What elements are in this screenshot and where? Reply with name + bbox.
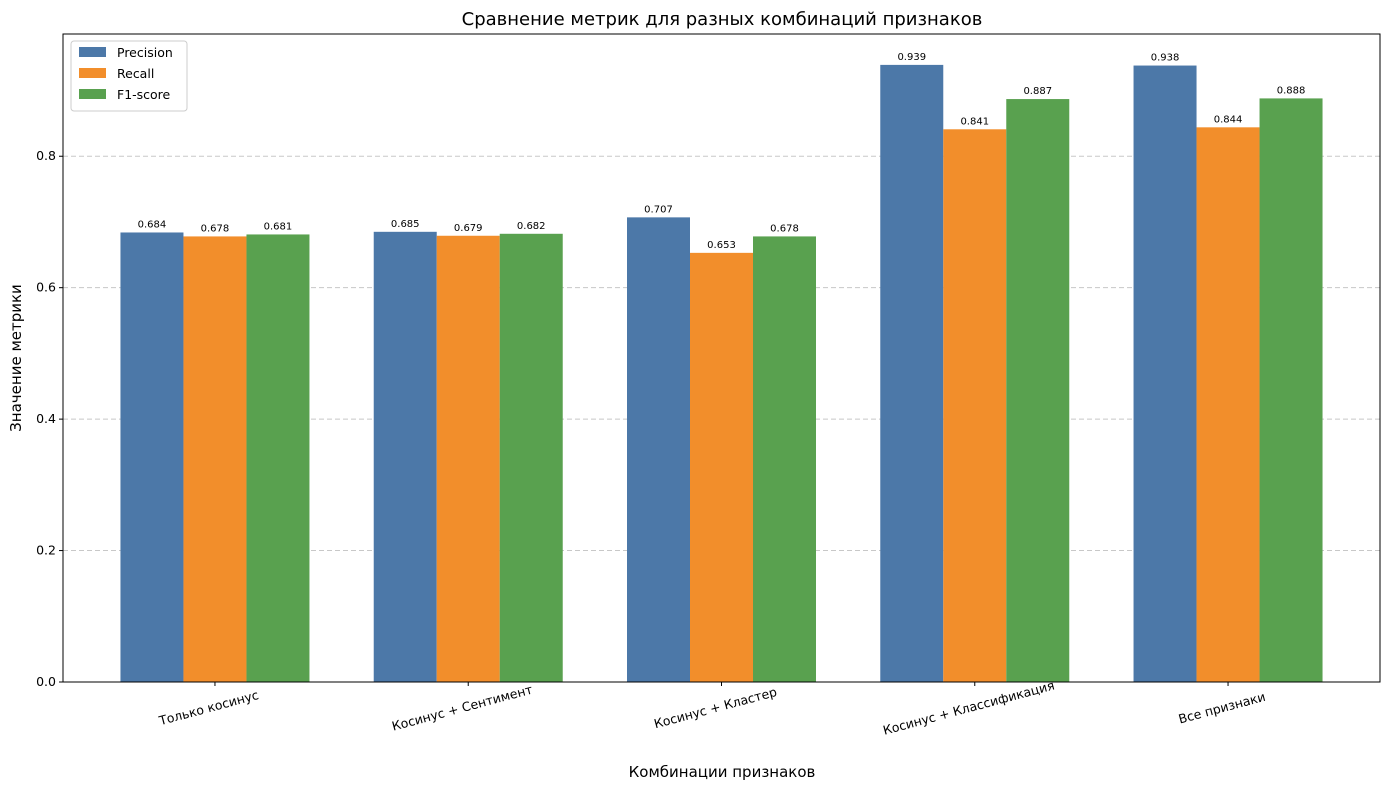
bar-precision [373,231,437,682]
bar-value-label: 0.841 [960,116,989,127]
y-tick-label: 0.2 [36,543,56,558]
bar-value-label: 0.887 [1023,86,1052,97]
bar-value-label: 0.844 [1214,114,1243,125]
bars [120,64,1323,683]
bar-precision [120,232,184,682]
legend-swatch [79,68,106,78]
bar-value-label: 0.938 [1151,53,1180,64]
bar-f1-score [246,234,310,683]
bar-precision [1133,65,1197,682]
x-tick-label: Косинус + Кластер [652,684,778,731]
bar-recall [943,129,1007,682]
bar-recall [690,252,753,682]
bar-value-label: 0.685 [391,219,420,230]
x-axis-ticks: Только косинус Косинус + Сентимент Косинус… [156,678,1267,738]
y-tick-label: 0.0 [36,674,56,689]
legend-swatch [79,47,106,57]
bar-f1-score [1006,99,1070,683]
chart-title: Сравнение метрик для разных комбинаций п… [462,9,983,30]
bar-recall [1196,127,1260,683]
bar-recall [183,236,247,682]
bar-value-label: 0.678 [770,223,799,234]
y-axis-ticks: 0.0 0.2 0.4 0.6 0.8 [36,148,63,689]
x-tick-label: Косинус + Классификация [881,678,1056,738]
bar-value-label: 0.681 [264,221,293,232]
bar-value-label: 0.888 [1277,85,1306,96]
x-tick-label: Косинус + Сентимент [390,682,534,734]
bar-f1-score [1259,98,1323,682]
legend-label: Precision [117,45,173,60]
x-axis-label: Комбинации признаков [629,763,816,781]
legend-swatch [79,89,106,99]
bar-value-label: 0.653 [707,240,736,251]
bar-value-label: 0.939 [897,52,926,63]
legend-label: Recall [117,66,154,81]
bar-f1-score [499,233,563,682]
bar-value-label: 0.679 [454,223,483,234]
bar-value-label: 0.707 [644,204,673,215]
bar-precision [880,64,944,683]
bar-recall [436,235,500,682]
data-labels: 0.684 0.678 0.681 0.685 0.679 0.682 0.707 0.653… [138,52,1306,251]
bar-value-label: 0.678 [201,223,230,234]
y-tick-label: 0.8 [36,148,56,163]
bar-value-label: 0.684 [138,219,167,230]
legend-label: F1-score [117,87,171,102]
y-tick-label: 0.6 [36,280,56,295]
x-tick-label: Все признаки [1177,689,1267,727]
bar-value-label: 0.682 [517,221,546,232]
bar-precision [627,217,690,683]
legend: Precision Recall F1-score [70,40,188,112]
y-axis-label: Значение метрики [7,284,25,432]
y-tick-label: 0.4 [36,411,56,426]
bar-f1-score [753,236,816,682]
x-tick-label: Только косинус [156,687,260,728]
